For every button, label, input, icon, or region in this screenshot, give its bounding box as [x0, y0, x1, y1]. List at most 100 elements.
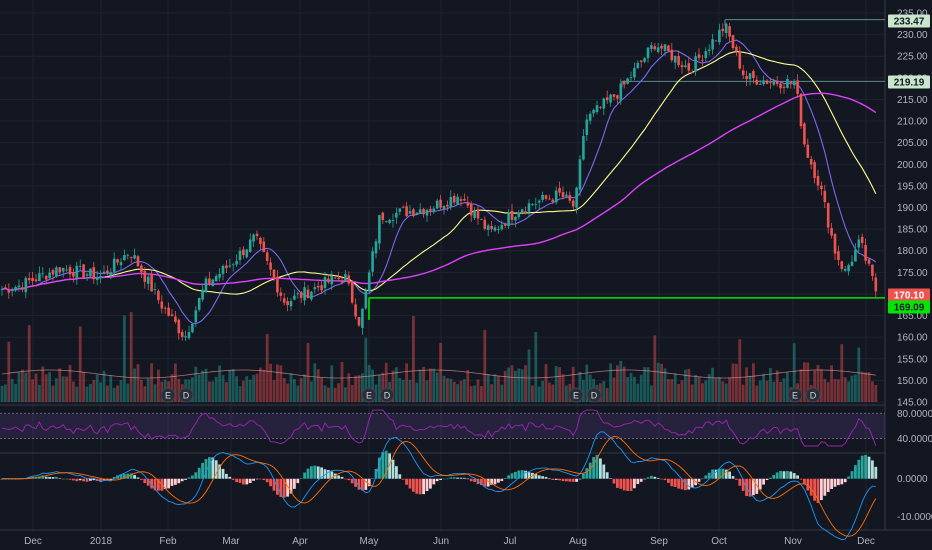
event-marker-d[interactable]: [178, 387, 194, 403]
candle-body: [483, 219, 487, 229]
volume-bar: [748, 375, 752, 402]
macd-histogram-bar: [524, 470, 527, 479]
price-tag: [888, 288, 930, 302]
macd-histogram-bar: [262, 478, 266, 481]
candle-body: [395, 212, 398, 218]
macd-histogram-bar: [364, 478, 368, 490]
macd-histogram-bar: [214, 460, 218, 479]
macd-histogram-bar: [459, 477, 463, 479]
price-tick-label: 235.00: [897, 9, 928, 20]
candle-body: [153, 288, 157, 290]
volume-bar: [483, 330, 487, 402]
volume-bar: [174, 363, 177, 402]
candlesticks: [0, 22, 878, 342]
macd-histogram-bar: [330, 471, 334, 479]
macd-histogram-bar: [391, 459, 395, 479]
candle-body: [381, 212, 385, 220]
volume-bar: [636, 383, 640, 402]
macd-histogram-bar: [847, 476, 850, 479]
event-marker-e[interactable]: [361, 387, 377, 403]
volume-bar: [493, 374, 497, 402]
volume-bar: [330, 365, 334, 402]
macd-histogram-bar: [310, 466, 313, 479]
volume-bar: [44, 374, 48, 402]
candle-body: [412, 209, 415, 217]
macd-histogram-bar: [748, 478, 752, 497]
volume-bar: [837, 379, 840, 402]
candle-body: [789, 81, 793, 83]
macd-histogram-bar: [507, 475, 510, 479]
volume-bar: [476, 379, 480, 402]
volume-bar: [146, 378, 150, 402]
macd-histogram-bar: [687, 478, 691, 490]
macd-histogram-bar: [388, 453, 391, 479]
volume-bar: [867, 372, 871, 402]
volume-bar: [826, 382, 830, 402]
event-marker-d[interactable]: [379, 387, 395, 403]
volume-bar: [874, 384, 878, 402]
candle-body: [871, 264, 874, 276]
volume-bar: [718, 377, 721, 402]
volume-bar: [707, 374, 711, 402]
macd-histogram-bar: [718, 468, 721, 479]
macd-histogram-bar: [44, 476, 48, 479]
macd-histogram-bar: [136, 477, 140, 479]
macd-histogram-bar: [758, 478, 762, 490]
macd-histogram-bar: [514, 471, 517, 479]
candle-body: [510, 210, 514, 220]
volume-bar: [126, 383, 130, 402]
candle-body: [833, 234, 837, 254]
macd-histogram-bar: [653, 476, 657, 479]
candle-body: [782, 86, 786, 88]
volume-bar: [296, 385, 300, 402]
volume-bar: [422, 366, 425, 402]
macd-histogram-bar: [296, 478, 300, 484]
volume-bar: [660, 363, 663, 402]
macd-histogram-bar: [221, 468, 225, 479]
volume-bar: [561, 374, 565, 402]
candle-body: [347, 275, 351, 284]
volume-bar: [303, 374, 306, 402]
macd-histogram-bar: [616, 478, 619, 488]
macd-histogram-bar: [225, 473, 228, 479]
event-marker-e[interactable]: [568, 387, 584, 403]
candle-body: [854, 249, 857, 262]
volume-bar: [323, 385, 327, 402]
volume-bar: [497, 375, 500, 402]
event-marker-e[interactable]: [787, 387, 803, 403]
volume-bar: [177, 378, 181, 402]
macd-histogram-bar: [191, 475, 194, 479]
candle-body: [524, 211, 527, 212]
event-marker-d[interactable]: [586, 387, 602, 403]
price-tick-label: 225.00: [897, 52, 928, 63]
macd-line: [2, 431, 876, 541]
macd-histogram-bar: [857, 459, 861, 479]
volume-bar: [609, 363, 612, 402]
event-marker-d[interactable]: [805, 387, 821, 403]
candle-body: [826, 203, 830, 228]
price-tag: [888, 14, 930, 28]
volume-bar: [850, 375, 854, 402]
macd-histogram-bar: [697, 478, 701, 482]
candle-body: [554, 190, 558, 203]
macd-histogram-bar: [65, 478, 68, 480]
macd-histogram-bar: [701, 478, 704, 480]
macd-histogram-bar: [245, 478, 249, 485]
macd-histogram-bar: [510, 473, 514, 479]
macd-histogram-bar: [639, 478, 643, 482]
volume-bar: [0, 385, 4, 402]
macd-histogram-bar: [116, 475, 119, 479]
volume-bar: [670, 379, 674, 402]
volume-bar: [242, 380, 245, 402]
volume-bar: [843, 377, 847, 402]
macd-histogram-bar: [265, 478, 269, 483]
time-tick-label: Aug: [569, 536, 587, 547]
macd-histogram-bar: [571, 478, 575, 482]
event-label: E: [792, 391, 798, 401]
volume-bar: [500, 384, 504, 402]
event-marker-e[interactable]: [160, 387, 176, 403]
price-tick-label: 145.00: [897, 398, 928, 409]
volume-bar: [381, 372, 385, 402]
volume-bar: [10, 378, 14, 402]
